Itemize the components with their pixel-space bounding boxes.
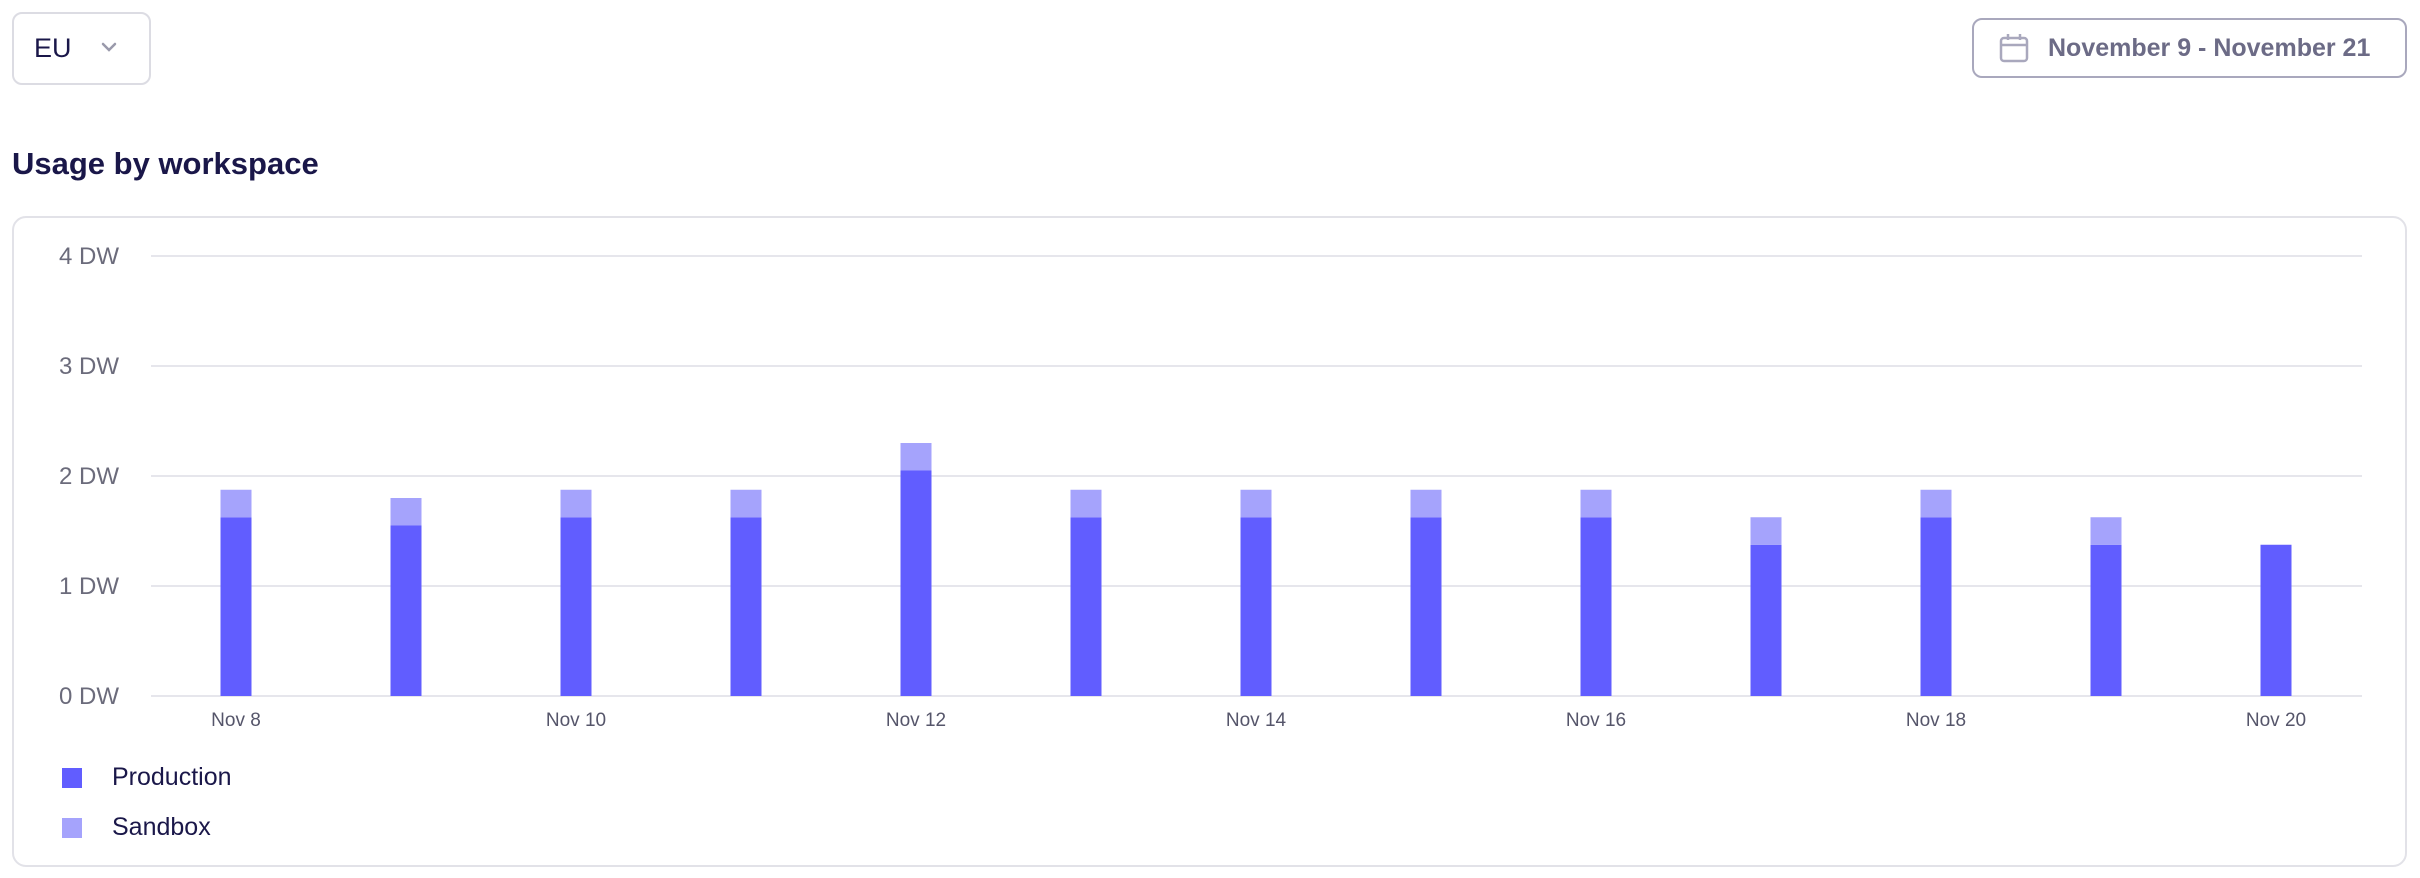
legend-swatch-sandbox xyxy=(62,817,82,838)
y-tick-label: 2 DW xyxy=(59,463,119,490)
bar-sandbox xyxy=(2090,517,2122,545)
x-tick-label: Nov 12 xyxy=(886,710,946,731)
bar-production xyxy=(560,517,592,696)
bar-production xyxy=(1580,517,1612,696)
bar-production xyxy=(2090,544,2122,696)
bar-sandbox xyxy=(730,489,762,518)
y-tick-label: 1 DW xyxy=(59,573,119,600)
bar-production xyxy=(220,517,252,696)
region-select[interactable]: EU xyxy=(12,12,151,85)
y-tick-label: 3 DW xyxy=(59,353,119,380)
bar-production xyxy=(730,517,762,696)
y-tick-label: 0 DW xyxy=(59,683,119,710)
legend-swatch-production xyxy=(62,767,82,788)
x-tick-label: Nov 10 xyxy=(546,710,606,731)
bar-production xyxy=(390,525,422,696)
date-range-button[interactable]: November 9 - November 21 xyxy=(1972,18,2407,78)
bar-production xyxy=(1240,517,1272,696)
bar-sandbox xyxy=(1580,489,1612,518)
bar-production xyxy=(1070,517,1102,696)
bar-sandbox xyxy=(1920,489,1952,518)
region-select-value: EU xyxy=(34,33,72,63)
chevron-down-icon xyxy=(101,42,117,52)
date-range-label: November 9 - November 21 xyxy=(2048,33,2371,62)
chart-card xyxy=(12,216,2407,867)
bar-production xyxy=(1750,544,1782,696)
x-tick-label: Nov 8 xyxy=(211,710,261,731)
bar-production xyxy=(1410,517,1442,696)
bar-production xyxy=(900,470,932,696)
bar-sandbox xyxy=(1070,489,1102,518)
x-tick-label: Nov 20 xyxy=(2246,710,2306,731)
legend-label-production: Production xyxy=(112,763,232,791)
calendar-icon xyxy=(1999,34,2029,63)
legend-label-sandbox: Sandbox xyxy=(112,813,211,841)
x-tick-label: Nov 18 xyxy=(1906,710,1966,731)
legend-item-production: Production xyxy=(62,763,232,792)
bar-sandbox xyxy=(1750,517,1782,545)
x-tick-label: Nov 14 xyxy=(1226,710,1287,731)
x-tick-label: Nov 16 xyxy=(1566,710,1626,731)
bar-sandbox xyxy=(560,489,592,518)
bar-sandbox xyxy=(900,443,932,471)
bar-production xyxy=(2260,544,2292,696)
bar-production xyxy=(1920,517,1952,696)
legend-item-sandbox: Sandbox xyxy=(62,813,211,842)
bar-sandbox xyxy=(1410,489,1442,518)
bar-sandbox xyxy=(390,498,422,526)
bar-sandbox xyxy=(1240,489,1272,518)
y-tick-label: 4 DW xyxy=(59,243,119,270)
bar-sandbox xyxy=(220,489,252,518)
section-title: Usage by workspace xyxy=(12,146,319,181)
